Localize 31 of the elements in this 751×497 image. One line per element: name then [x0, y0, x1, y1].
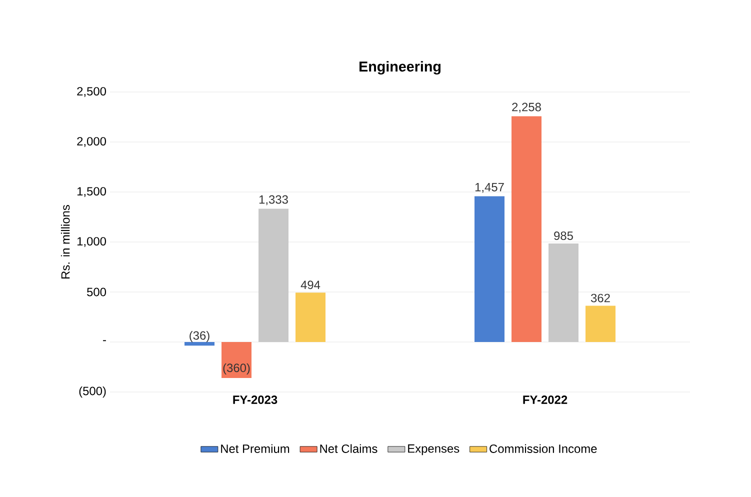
- bar: [222, 342, 252, 378]
- y-tick-label: (500): [79, 386, 106, 398]
- data-label: (360): [223, 363, 250, 374]
- data-label: (36): [190, 330, 210, 342]
- x-tick-label: FY-2022: [523, 396, 568, 404]
- data-label: 1,457: [475, 183, 504, 193]
- data-label: 985: [554, 232, 573, 240]
- chart-title: Engineering: [360, 61, 440, 75]
- y-tick-label: -: [103, 340, 106, 342]
- data-label: 2,258: [512, 102, 541, 113]
- y-tick-label: 1,000: [77, 237, 106, 247]
- legend-label: Expenses: [408, 444, 460, 456]
- y-tick-label: 1,500: [77, 187, 106, 197]
- y-tick-label: 2,000: [77, 137, 106, 147]
- bar: [548, 244, 579, 342]
- bar: [474, 196, 505, 342]
- legend-label: Net Claims: [320, 444, 378, 453]
- bar: [296, 292, 326, 342]
- bar: [184, 342, 214, 346]
- bar: [258, 208, 289, 342]
- data-label: 494: [300, 280, 320, 290]
- legend-label: Commission Income: [490, 444, 597, 453]
- y-tick-label: 500: [87, 288, 106, 296]
- y-tick-label: 2,500: [77, 87, 106, 97]
- data-label: 362: [590, 294, 610, 302]
- data-label: 1,333: [259, 195, 288, 206]
- x-tick-label: FY-2023: [233, 396, 278, 404]
- bar: [512, 116, 542, 342]
- legend-label: Net Premium: [221, 444, 290, 453]
- bar: [586, 306, 616, 342]
- y-axis-title: Rs. in millions: [60, 205, 70, 278]
